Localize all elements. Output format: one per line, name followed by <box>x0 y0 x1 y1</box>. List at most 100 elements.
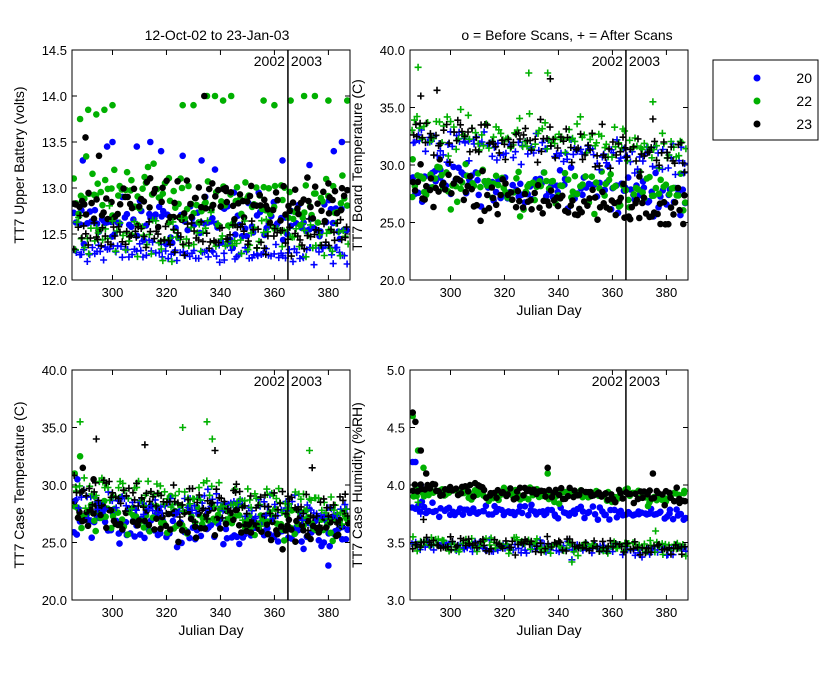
point-before <box>95 152 103 160</box>
point-before <box>457 185 465 192</box>
point-before <box>302 182 310 189</box>
point-before <box>280 182 287 190</box>
point-before <box>131 533 138 540</box>
point-after <box>254 225 262 233</box>
point-after <box>84 241 92 249</box>
x-tick-label: 320 <box>156 285 178 300</box>
point-after <box>410 533 417 541</box>
point-before <box>184 226 191 234</box>
point-after <box>241 502 249 510</box>
point-after <box>507 543 515 551</box>
point-after <box>166 241 174 248</box>
point-after <box>560 137 567 145</box>
y-tick-label: 35.0 <box>42 421 67 436</box>
point-after <box>336 252 344 260</box>
point-after <box>244 237 252 245</box>
point-before <box>269 206 277 214</box>
point-before <box>670 497 678 505</box>
point-before <box>85 189 92 197</box>
point-after <box>252 494 260 502</box>
point-before <box>468 185 476 193</box>
point-before <box>295 210 302 218</box>
point-after <box>611 123 619 131</box>
point-before <box>202 205 210 212</box>
point-before <box>128 223 135 231</box>
point-after <box>488 152 496 160</box>
point-after <box>427 134 435 142</box>
point-after <box>682 145 688 153</box>
point-after <box>115 484 123 492</box>
point-after <box>502 537 510 545</box>
point-after <box>537 115 544 123</box>
point-before <box>91 206 99 214</box>
point-after <box>92 435 100 443</box>
point-after <box>596 547 603 555</box>
point-before <box>212 193 219 200</box>
point-after <box>174 229 182 237</box>
point-after <box>458 128 466 135</box>
point-before <box>135 517 143 524</box>
point-before <box>103 524 110 532</box>
point-after <box>94 235 102 243</box>
point-before <box>604 496 612 504</box>
point-after <box>543 135 551 142</box>
point-after <box>298 241 306 249</box>
x-tick-label: 360 <box>264 285 286 300</box>
point-before <box>489 194 497 202</box>
point-after <box>294 232 302 240</box>
point-after <box>414 63 422 71</box>
point-before <box>150 160 157 167</box>
point-after <box>116 219 124 227</box>
point-after <box>272 495 280 502</box>
y-axis-label: TT7 Case Humidity (%RH) <box>349 402 365 568</box>
point-after <box>541 119 549 127</box>
point-after <box>586 146 594 154</box>
point-after <box>417 92 425 100</box>
x-tick-label: 380 <box>656 605 678 620</box>
chart-panels: 2002 2003 300 320 340 360 380 12.0 12.5 13.0 13.5 1… <box>11 43 689 638</box>
point-before <box>588 173 596 180</box>
point-before <box>246 192 254 200</box>
point-before <box>342 536 350 543</box>
point-before <box>492 201 500 209</box>
point-before <box>282 211 289 218</box>
point-before <box>677 211 684 219</box>
point-after <box>186 500 194 508</box>
point-after <box>567 144 575 151</box>
plot-area <box>410 50 688 280</box>
point-after <box>465 540 473 548</box>
point-after <box>677 139 685 147</box>
y-tick-label: 4.0 <box>387 478 405 493</box>
point-after <box>634 135 642 143</box>
point-after <box>483 121 491 129</box>
point-after <box>667 143 675 151</box>
point-after <box>208 435 216 443</box>
point-after <box>658 129 666 137</box>
point-after <box>576 113 584 121</box>
y-tick-label: 14.5 <box>42 43 67 58</box>
point-after <box>490 133 497 141</box>
point-before <box>119 526 126 533</box>
point-after <box>211 518 219 526</box>
point-before <box>318 207 325 215</box>
point-before <box>274 530 281 538</box>
point-before <box>552 486 560 494</box>
point-after <box>127 231 135 239</box>
point-before <box>264 206 272 213</box>
point-after <box>108 217 116 225</box>
point-after <box>225 513 233 521</box>
point-after <box>302 253 310 261</box>
x-tick-label: 380 <box>318 605 340 620</box>
point-after <box>560 158 568 165</box>
point-after <box>292 225 300 233</box>
point-after <box>422 147 429 155</box>
point-after <box>162 509 170 517</box>
point-before <box>518 509 526 517</box>
point-before <box>334 531 342 539</box>
point-after <box>72 497 79 504</box>
point-after <box>290 245 298 253</box>
point-before <box>304 174 311 181</box>
point-after <box>205 244 213 252</box>
point-after <box>85 250 93 258</box>
panel-battery: 2002 2003 300 320 340 360 380 12.0 12.5 13.0 13.5 1… <box>11 43 351 318</box>
